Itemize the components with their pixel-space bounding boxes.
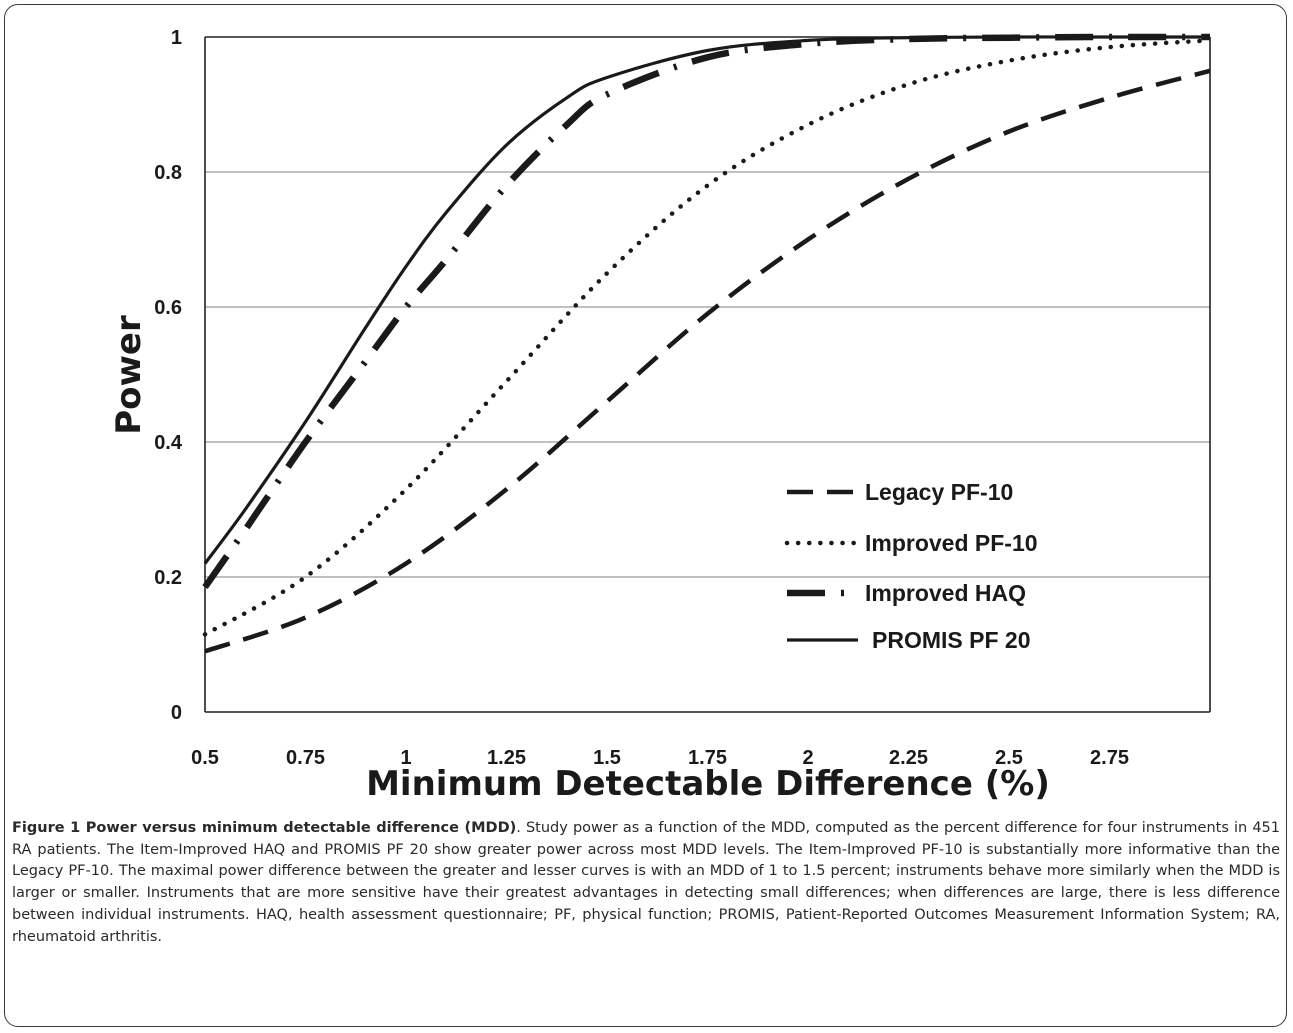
x-axis-title: Minimum Detectable Difference (%) (366, 764, 1050, 804)
series-line-legacy-pf-10 (204, 68, 1211, 654)
x-tick-label: 1.25 (487, 747, 526, 769)
axes (204, 37, 1211, 713)
y-tick-label: 0.6 (154, 297, 182, 319)
grid-lines (205, 36, 1210, 578)
x-tick-label: 1 (400, 747, 411, 769)
caption-title: Figure 1 Power versus minimum detectable… (12, 820, 517, 836)
legend-label: Improved HAQ (865, 580, 1026, 606)
x-tick-label: 2.5 (995, 747, 1023, 769)
x-tick-label: 2.75 (1090, 747, 1129, 769)
power-chart: 0 0.2 0.4 0.6 0.8 1 0.5 0.75 1 1.25 1.5 1.75 2 2.25 2… (109, 27, 1213, 804)
x-tick-label: 2 (802, 747, 813, 769)
y-axis-title: Power (109, 315, 149, 435)
series-lines (202, 33, 1213, 654)
x-tick-labels: 0.5 0.75 1 1.25 1.5 1.75 2 2.25 2.5 2.75 (191, 747, 1129, 769)
x-tick-label: 0.5 (191, 747, 219, 769)
series-line-improved-pf-10 (202, 38, 1213, 637)
x-tick-label: 0.75 (286, 747, 325, 769)
legend: Legacy PF-10 Improved PF-10 Improved HAQ PR… (784, 479, 1038, 653)
y-tick-label: 0 (171, 702, 182, 724)
figure-frame (4, 4, 1287, 1027)
caption-body: . Study power as a function of the MDD, … (12, 820, 1280, 945)
x-tick-label: 1.5 (593, 747, 621, 769)
y-tick-label: 1 (171, 27, 182, 49)
y-tick-labels: 0 0.2 0.4 0.6 0.8 1 (154, 27, 183, 724)
legend-label: Legacy PF-10 (865, 479, 1013, 505)
legend-label: PROMIS PF 20 (872, 627, 1030, 653)
legend-label: Improved PF-10 (865, 530, 1038, 556)
y-tick-label: 0.2 (154, 567, 182, 589)
series-line-promis-pf-20 (203, 35, 1210, 565)
y-tick-label: 0.8 (154, 162, 182, 184)
x-tick-label: 2.25 (889, 747, 928, 769)
x-tick-label: 1.75 (688, 747, 727, 769)
y-tick-label: 0.4 (154, 432, 183, 454)
figure-caption: Figure 1 Power versus minimum detectable… (12, 818, 1280, 948)
